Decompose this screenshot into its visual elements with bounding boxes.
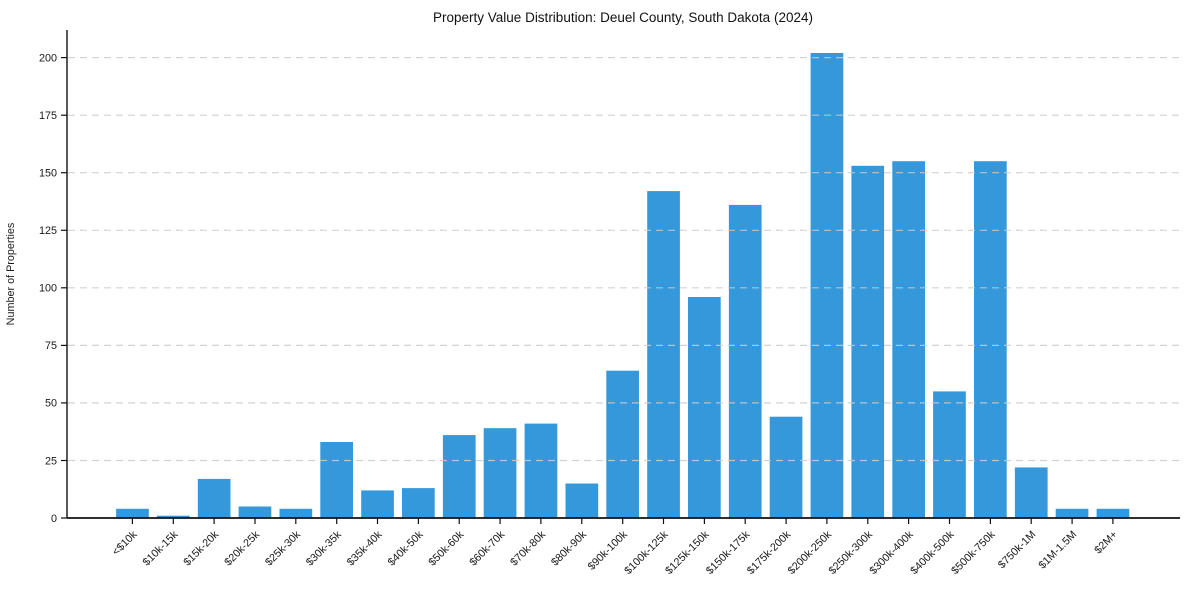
bar: [1014, 467, 1048, 518]
y-tick-label: 200: [39, 52, 57, 64]
chart-title: Property Value Distribution: Deuel Count…: [433, 10, 813, 25]
y-axis-label: Number of Properties: [5, 222, 17, 325]
bar: [197, 478, 231, 518]
bar: [402, 488, 435, 518]
x-tick-label: $70k-80k: [508, 528, 548, 568]
bar: [156, 515, 190, 518]
bar: [892, 161, 925, 518]
bar: [974, 161, 1007, 518]
bar: [728, 204, 762, 518]
y-tick-label: 25: [45, 455, 57, 467]
bar: [688, 297, 721, 518]
x-tick-label: $10k-15k: [141, 528, 181, 568]
y-tick-label: 75: [45, 340, 57, 352]
x-tick-label: $30k-35k: [304, 528, 344, 568]
x-tick-label: <$10k: [110, 528, 140, 558]
bar: [810, 53, 844, 518]
x-tick-label: $35k-40k: [345, 528, 385, 568]
gridlines-group: [68, 56, 1180, 462]
bar: [606, 370, 639, 518]
y-ticks-group: 0 25 50 75 100 125 150 175 200: [39, 52, 67, 525]
axes-group: [66, 30, 1180, 519]
bar: [1096, 508, 1130, 518]
bar: [361, 490, 394, 518]
y-tick-label: 125: [39, 225, 57, 237]
bar: [647, 191, 680, 518]
bar: [524, 423, 558, 518]
bar: [1055, 508, 1089, 518]
bar: [442, 435, 476, 518]
x-tick-label: $1M-1.5M: [1036, 529, 1079, 572]
x-tick-label: $2M+: [1092, 529, 1120, 557]
bar: [483, 428, 517, 518]
bar: [769, 416, 803, 518]
bar: [320, 442, 353, 518]
x-tick-label: $40k-50k: [386, 528, 426, 568]
x-tick-label: $50k-60k: [426, 528, 466, 568]
y-tick-label: 150: [39, 168, 57, 180]
x-tick-label: $80k-90k: [549, 528, 589, 568]
y-tick-label: 0: [51, 513, 57, 525]
x-ticks-group: <$10k $10k-15k $15k-20k $20k-25k $25k-30k $30…: [110, 518, 1120, 577]
x-tick-label: $15k-20k: [181, 528, 221, 568]
bar: [238, 506, 272, 518]
x-tick-label: $25k-30k: [263, 528, 303, 568]
bar: [933, 391, 966, 518]
bar: [565, 483, 599, 518]
bars-group: [116, 53, 1130, 519]
x-tick-label: $750k-1M: [996, 529, 1038, 571]
x-tick-label: $20k-25k: [222, 528, 262, 568]
bar: [116, 508, 149, 518]
y-tick-label: 175: [39, 110, 57, 122]
x-tick-label: $60k-70k: [467, 528, 507, 568]
bar: [851, 165, 885, 519]
y-tick-label: 100: [39, 283, 57, 295]
y-tick-label: 50: [45, 398, 57, 410]
x-tick-label: $500k-750k: [949, 528, 998, 577]
bar: [279, 508, 313, 518]
